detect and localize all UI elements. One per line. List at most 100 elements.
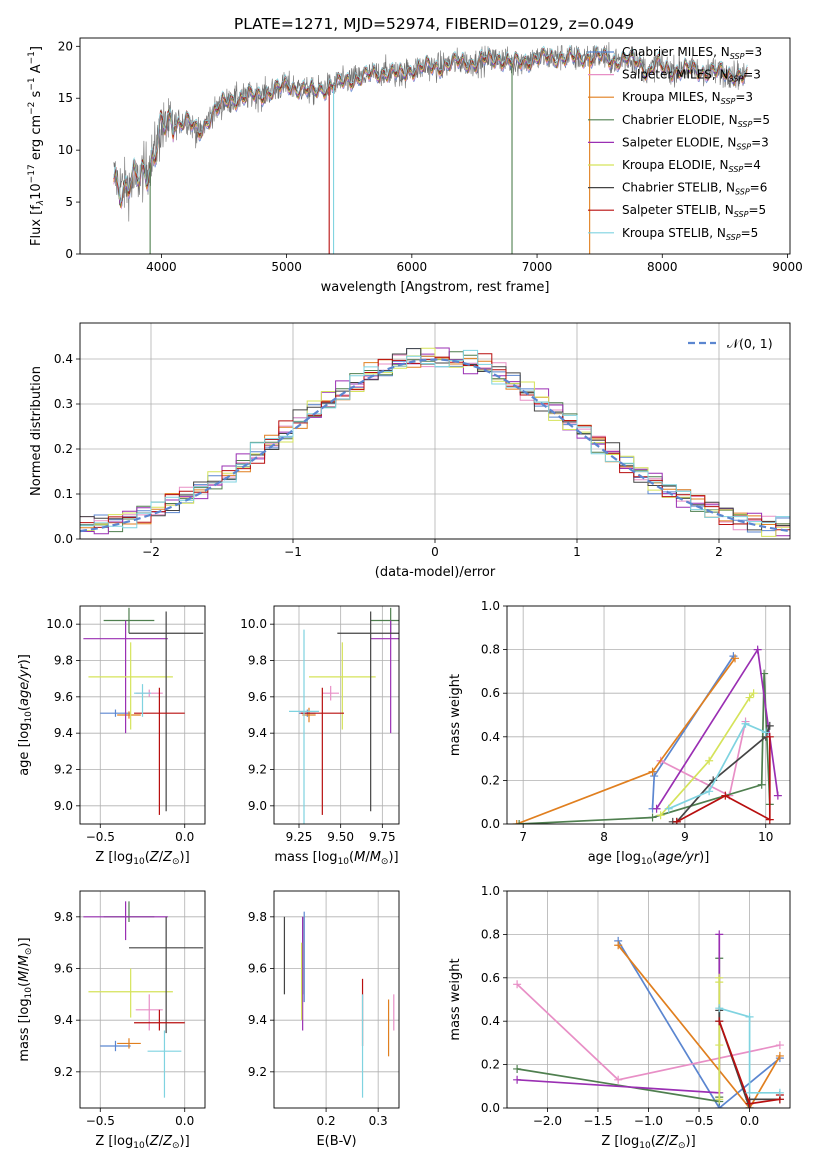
mass-weight-line [660,721,747,797]
legend-entry: 𝒩(0, 1) [727,336,773,351]
y-tick-label: 0.1 [54,487,73,501]
mass-weight-marker [513,1064,522,1073]
y-tick-label: 9.2 [54,1065,73,1079]
x-tick-label: 1 [573,545,581,559]
x-tick-label: −1 [284,545,302,559]
y-tick-label: 9.8 [54,654,73,668]
mass-weight-marker [745,693,754,702]
mass-weight-marker [761,728,770,737]
mass-weight-line [516,657,736,824]
mass-weight-line [617,940,781,1108]
mass-weight-marker [721,791,730,800]
y-tick-label: 10.0 [240,617,267,631]
mass-vs-extinction-panel: 0.2 0.3 9.2 9.4 9.6 9.8 E(B-V) [248,890,400,1149]
y-tick-label: 0.6 [481,971,500,985]
x-tick-label: 9.75 [369,830,396,844]
y-tick-label: 0.4 [54,352,73,366]
y-tick-label: 0.6 [481,686,500,700]
mass-weight-marker [745,1099,754,1108]
y-tick-label: 9.6 [54,690,73,704]
x-tick-label: −1.5 [583,1114,612,1128]
x-tick-label: 0.0 [175,1114,194,1128]
y-tick-label: 9.6 [248,962,267,976]
x-axis-label: age [log10(age/yr)] [588,850,710,867]
x-tick-label: −2.0 [533,1114,562,1128]
mass-weight-line [617,944,781,1108]
y-tick-label: 5 [65,195,73,209]
mass-weight-line [719,1007,780,1094]
y-tick-label: 15 [58,91,73,105]
x-tick-label: 9.50 [327,830,354,844]
y-tick-label: 9.4 [54,726,73,740]
x-tick-label: −2 [142,545,160,559]
mass-weight-marker [715,973,724,982]
mass-weight-marker [614,1075,623,1084]
x-tick-label: 2 [715,545,723,559]
y-tick-label: 0.0 [481,817,500,831]
axes-frame [506,890,791,1109]
x-axis-label: E(B-V) [316,1134,356,1149]
mass-weight-marker [512,820,521,824]
mass-weight-marker [765,732,774,741]
x-tick-label: 0.0 [740,1114,759,1128]
errorbar-plot-area [289,607,399,824]
y-axis-label: Normed distribution [29,366,44,496]
mass-weight-marker [513,980,522,989]
x-tick-label: 9 [681,830,689,844]
x-axis-label: wavelength [Angstrom, rest frame] [321,280,550,295]
y-tick-label: 0.0 [54,532,73,546]
mass-weight-marker [705,787,714,796]
age-vs-mass-panel: 9.25 9.50 9.75 9.0 9.2 9.4 9.6 9.8 10.0 mass [log… [240,605,400,867]
mass-weight-marker [757,780,766,789]
x-tick-label: 0 [431,545,439,559]
mass-weight-line [651,655,735,809]
x-tick-label: 7000 [522,260,553,274]
legend-entry: Kroupa ELODIE, NSSP=4 [622,158,761,174]
x-tick-label: 10 [758,830,773,844]
model-spectrum-line [113,44,748,205]
x-axis-label: (data-model)/error [375,565,496,580]
mass-weight-marker [753,645,762,654]
mass-weight-vs-age-panel: 7 8 9 10 0.0 0.2 0.4 0.6 0.8 1.0 age [log10(age/yr… [448,599,791,867]
y-tick-label: 9.6 [54,962,73,976]
age-vs-metallicity-panel: −0.5 0.0 9.0 9.2 9.4 9.6 9.8 10.0 Z [log10(Z/Z⊙)… [17,605,206,867]
y-axis-label: mass weight [448,674,463,756]
y-tick-label: 0.2 [481,1058,500,1072]
x-tick-label: 8000 [647,260,678,274]
spectrum-panel: 4000 5000 6000 7000 8000 9000 0 5 10 15 20 waveleng… [27,37,803,295]
x-tick-label: −0.5 [684,1114,713,1128]
mass-weight-marker [652,804,661,813]
mass-weight-line [676,736,771,823]
y-tick-label: 9.2 [248,763,267,777]
y-tick-label: 0.8 [481,927,500,941]
y-tick-label: 1.0 [481,599,500,613]
x-tick-label: −0.5 [86,830,115,844]
legend-entry: Kroupa MILES, NSSP=3 [622,90,753,106]
y-tick-label: 0.4 [481,730,500,744]
y-tick-label: 9.2 [54,763,73,777]
mass-weight-marker [715,1041,724,1050]
mass-weight-marker [705,756,714,765]
mass-weight-marker [650,772,659,781]
y-tick-label: 9.4 [54,1013,73,1027]
mass-weight-line [668,722,767,810]
y-tick-label: 0 [65,247,73,261]
y-tick-label: 9.4 [248,726,267,740]
legend-entry: Salpeter STELIB, NSSP=5 [622,203,766,219]
x-tick-label: 5000 [271,260,302,274]
mass-weight-marker [656,811,665,820]
mass-weight-marker [765,721,774,730]
mass-weight-marker [775,1051,784,1060]
axes-frame [273,605,400,825]
mass-weight-marker [745,1012,754,1021]
y-tick-label: 0.8 [481,643,500,657]
y-tick-label: 0.2 [54,442,73,456]
y-tick-label: 9.8 [248,654,267,668]
y-tick-label: 9.0 [54,799,73,813]
mass-weight-marker [614,941,623,950]
figure-title: PLATE=1271, MJD=52974, FIBERID=0129, z=0… [234,15,634,33]
y-tick-label: 20 [58,39,73,53]
y-axis-label: mass [log10(M/M⊙)] [17,937,34,1061]
x-axis-label: Z [log10(Z/Z⊙)] [601,1134,695,1151]
mass-weight-marker [648,813,657,822]
